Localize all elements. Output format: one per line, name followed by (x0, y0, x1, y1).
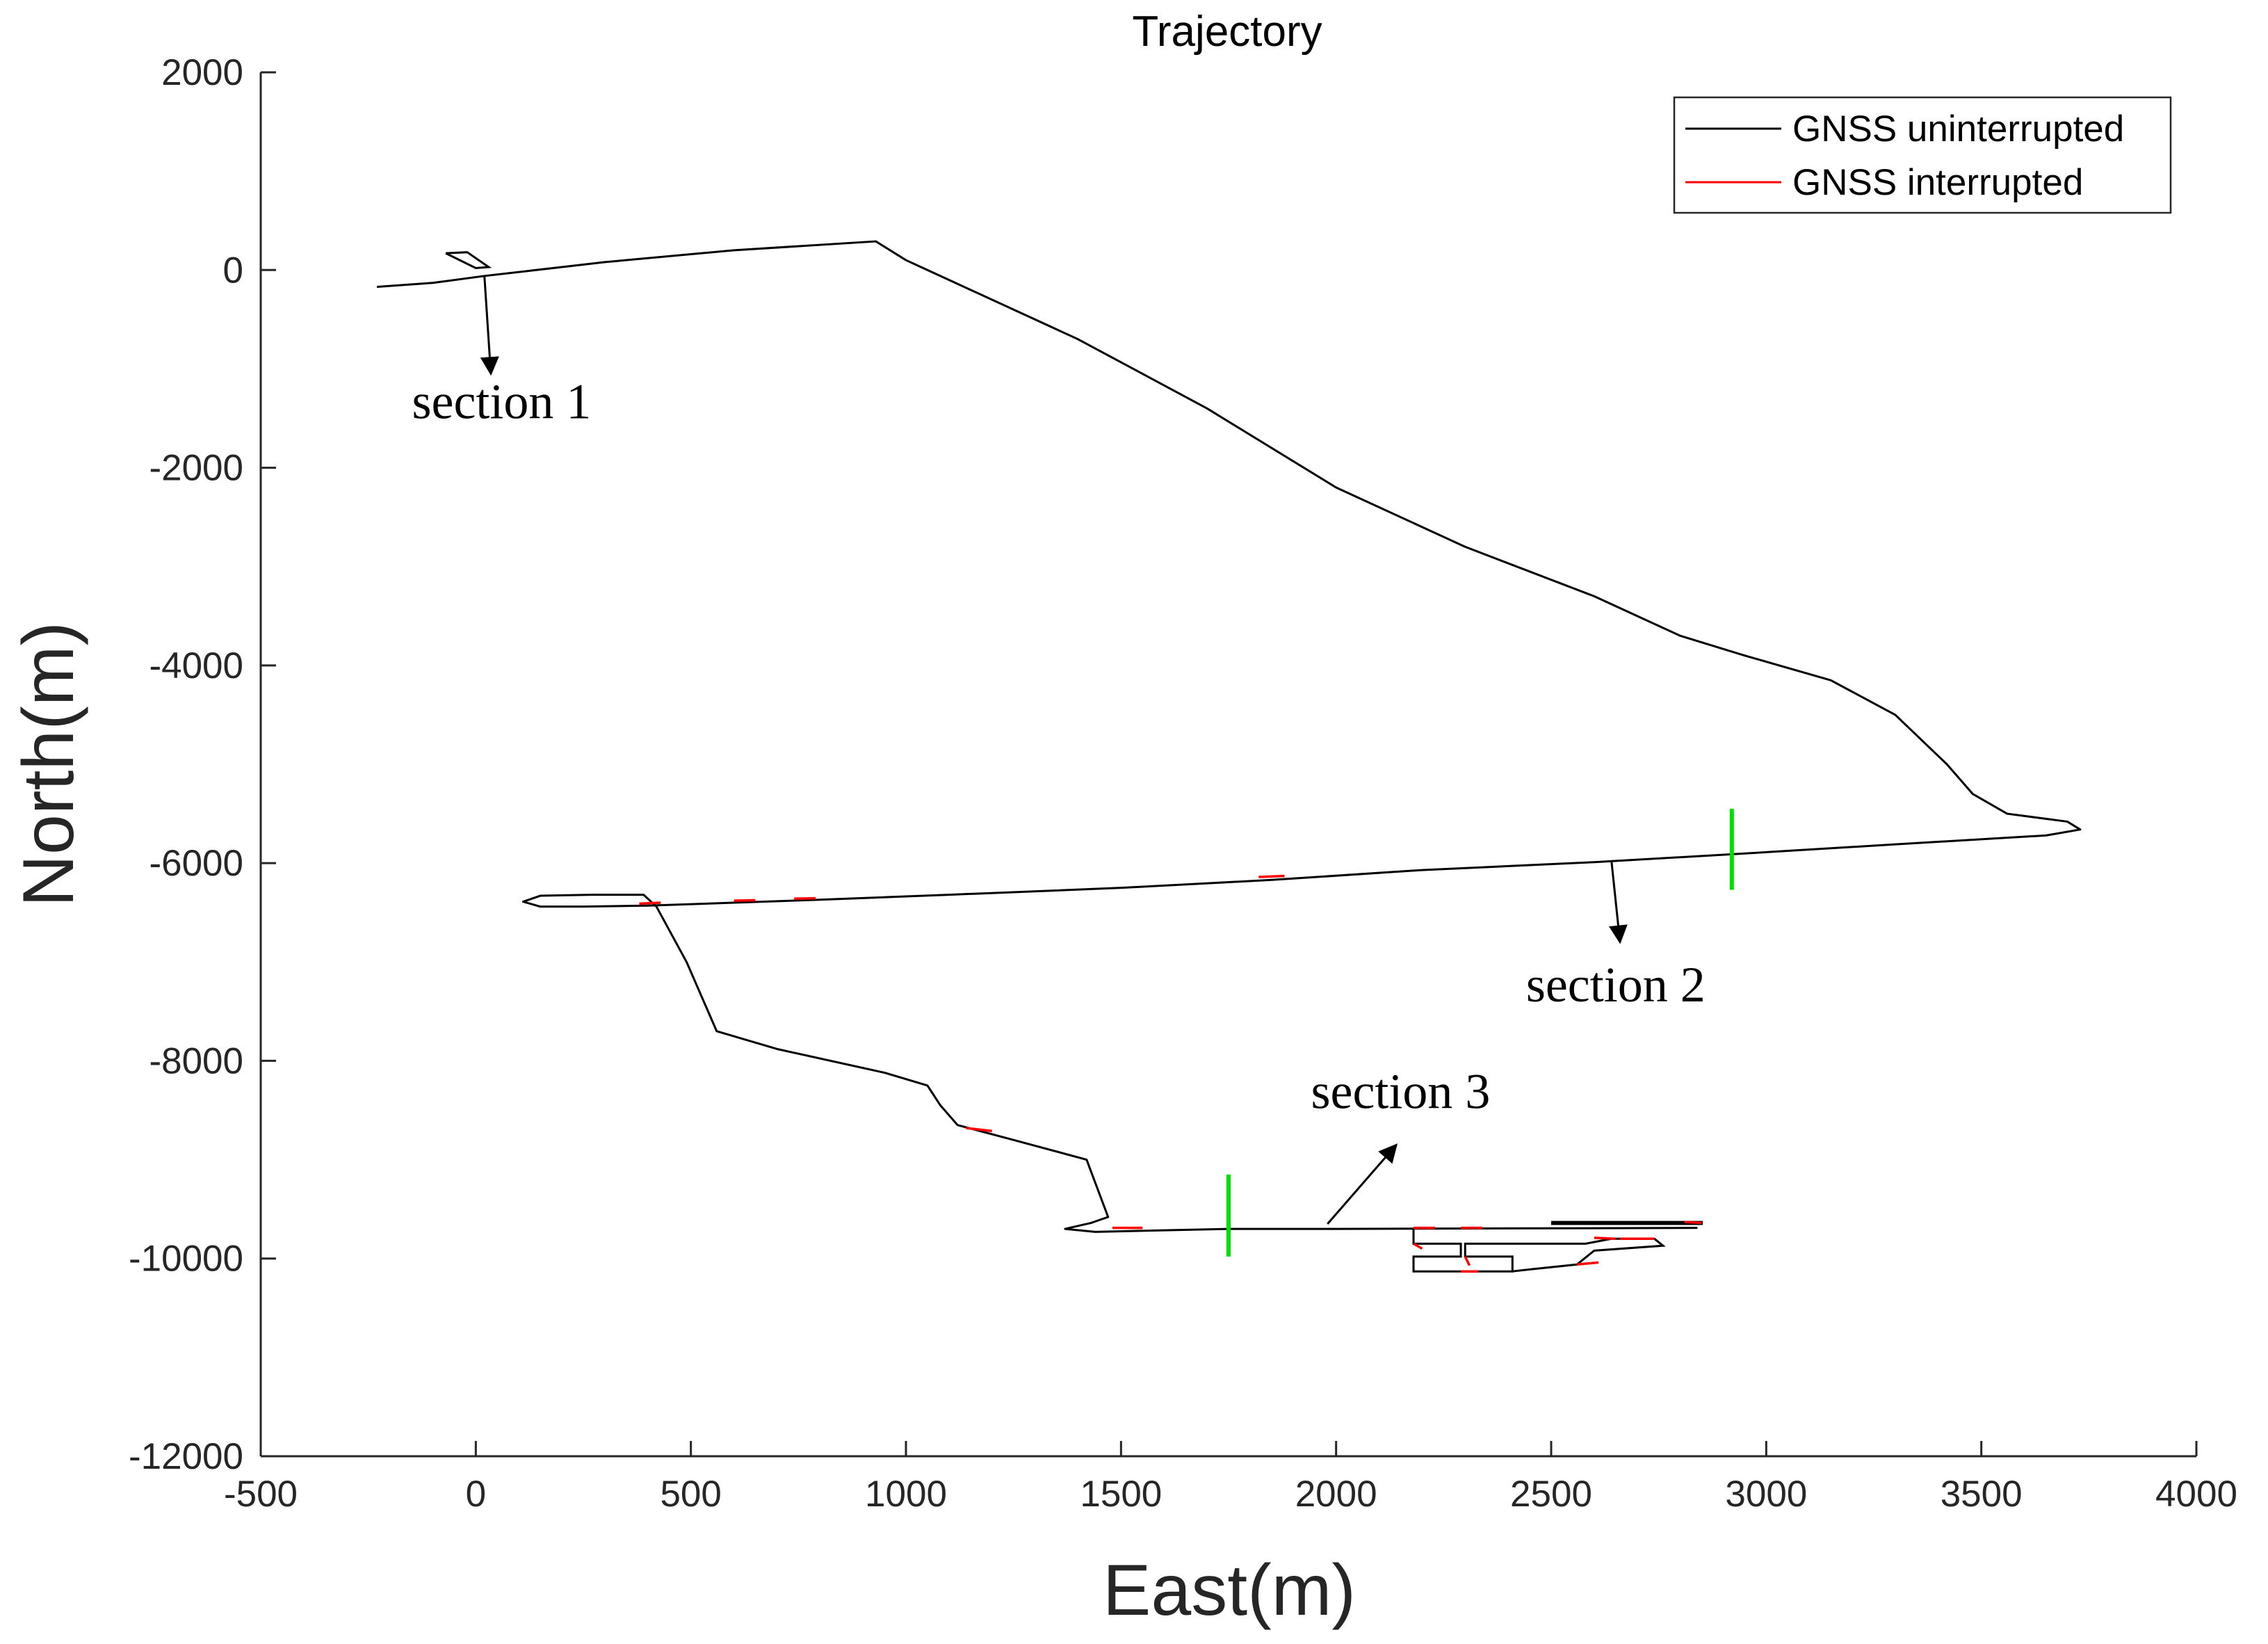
annotation-arrow (480, 275, 499, 376)
chart-title: Trajectory (1132, 8, 1322, 56)
series-gnss-uninterrupted-start-loop (445, 251, 492, 269)
annotations: section 1 section 2 section 3 (412, 275, 1706, 1225)
series-gnss-interrupted-segment (1684, 1220, 1702, 1225)
series-gnss-interrupted-segment (1413, 1242, 1423, 1250)
series-gnss-interrupted-segment (794, 896, 816, 901)
y-tick-label: -6000 (149, 843, 243, 884)
legend-box (1673, 96, 2172, 214)
annotation-arrow (1609, 860, 1628, 944)
x-axis-ticks: -500 0 500 1000 1500 2000 2500 3000 3500 4000 (224, 1441, 2237, 1515)
series-gnss-interrupted-segment (1594, 1236, 1616, 1241)
y-tick-label: 2000 (161, 52, 243, 93)
section-markers (1226, 808, 1734, 1257)
series-gnss-interrupted-segment (1258, 874, 1285, 878)
annotation-arrow (1327, 1143, 1398, 1225)
series-gnss-uninterrupted-detail (1551, 1220, 1703, 1225)
plot-area: -500 0 500 1000 1500 2000 2500 3000 3500 4000 200… (129, 52, 2237, 1515)
y-axis-label: North(m) (8, 622, 89, 907)
x-tick-label: 3000 (1725, 1474, 1807, 1515)
annotation-label: section 3 (1311, 1064, 1490, 1120)
x-tick-label: -500 (224, 1474, 298, 1515)
x-tick-label: 1000 (865, 1474, 947, 1515)
series-gnss-interrupted-segment (734, 898, 756, 902)
x-tick-label: 4000 (2155, 1474, 2237, 1515)
series-gnss-uninterrupted-detail (1412, 1227, 1666, 1273)
x-tick-label: 500 (660, 1474, 721, 1515)
series-gnss-uninterrupted-line (376, 240, 2082, 1233)
legend: GNSS uninterrupted GNSS interrupted (1673, 96, 2172, 214)
x-tick-label: 3500 (1941, 1474, 2023, 1515)
legend-label-interrupted: GNSS interrupted (1792, 162, 2083, 203)
x-axis-label: East(m) (1103, 1550, 1356, 1631)
x-tick-label: 1500 (1080, 1474, 1162, 1515)
annotation-label: section 1 (412, 374, 591, 430)
annotation-label: section 2 (1526, 957, 1706, 1013)
y-tick-label: -10000 (129, 1239, 243, 1280)
x-tick-label: 2500 (1510, 1474, 1592, 1515)
y-tick-label: -12000 (129, 1436, 243, 1477)
y-tick-label: -4000 (149, 645, 243, 686)
series-gnss-interrupted-segment (1464, 1256, 1471, 1266)
y-tick-label: -2000 (149, 448, 243, 489)
y-axis-ticks: 2000 0 -2000 -4000 -6000 -8000 -10000 -12000 (129, 52, 276, 1477)
legend-label-uninterrupted: GNSS uninterrupted (1792, 108, 2124, 150)
y-tick-label: 0 (223, 250, 243, 291)
series-layer (376, 240, 2082, 1273)
x-tick-label: 2000 (1295, 1474, 1377, 1515)
series-gnss-interrupted-segment (1576, 1261, 1599, 1266)
series-gnss-interrupted-segment (966, 1127, 992, 1133)
x-tick-label: 0 (466, 1474, 486, 1515)
y-tick-label: -8000 (149, 1040, 243, 1081)
